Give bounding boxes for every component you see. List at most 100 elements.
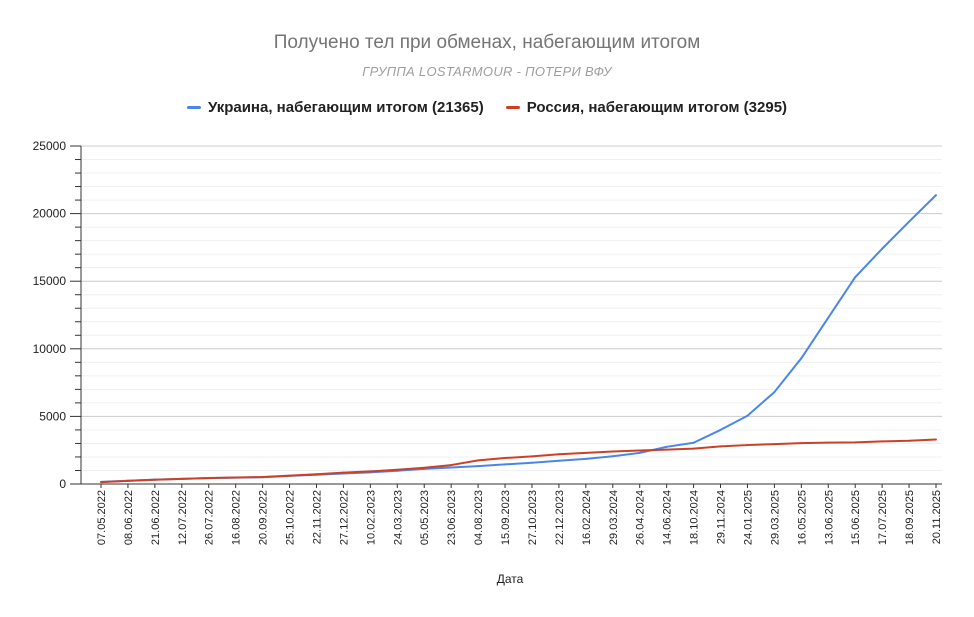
x-tick-label: 29.03.2025 xyxy=(769,490,781,545)
data-point-series-0 xyxy=(908,220,911,223)
data-point-series-0 xyxy=(584,457,587,460)
y-tick-label: 25000 xyxy=(33,139,67,153)
data-point-series-1 xyxy=(638,449,641,452)
x-tick-label: 18.10.2024 xyxy=(689,490,701,545)
data-point-series-0 xyxy=(854,276,857,279)
chart-subtitle: ГРУППА LOSTARMOUR - ПОТЕРИ ВФУ xyxy=(362,64,612,79)
data-point-series-0 xyxy=(881,247,884,250)
data-point-series-0 xyxy=(719,428,722,431)
data-point-series-0 xyxy=(665,445,668,448)
data-point-series-1 xyxy=(773,443,776,446)
x-tick-label: 18.09.2025 xyxy=(904,490,916,545)
data-point-series-1 xyxy=(935,438,937,441)
data-point-series-0 xyxy=(504,463,507,466)
x-tick-label: 04.08.2023 xyxy=(473,490,485,545)
x-tick-label: 21.06.2022 xyxy=(150,490,162,545)
data-point-series-1 xyxy=(530,455,533,458)
data-point-series-1 xyxy=(153,478,156,481)
x-tick-label: 07.05.2022 xyxy=(96,490,108,545)
data-point-series-0 xyxy=(746,414,749,417)
x-tick-label: 24.03.2023 xyxy=(392,490,404,545)
data-point-series-1 xyxy=(854,441,857,444)
x-axis-title: Дата xyxy=(497,572,524,586)
x-tick-label: 20.11.2025 xyxy=(931,490,943,544)
x-tick-label: 10.02.2023 xyxy=(365,490,377,545)
data-point-series-0 xyxy=(530,461,533,464)
x-tick-label: 26.07.2022 xyxy=(204,490,216,545)
x-tick-label: 08.06.2022 xyxy=(123,490,135,545)
x-tick-label: 22.12.2023 xyxy=(554,490,566,545)
x-tick-label: 17.07.2025 xyxy=(877,490,889,545)
x-tick-label: 15.06.2025 xyxy=(850,490,862,545)
x-tick-label: 16.02.2024 xyxy=(581,490,593,545)
data-point-series-0 xyxy=(692,441,695,444)
series-line-1 xyxy=(100,438,937,484)
legend: Украина, набегающим итогом (21365) Росси… xyxy=(0,99,974,116)
data-point-series-1 xyxy=(881,440,884,443)
x-tick-label: 29.11.2024 xyxy=(716,490,728,544)
y-tick-label: 10000 xyxy=(33,342,67,356)
data-point-series-1 xyxy=(396,468,399,471)
data-point-series-0 xyxy=(935,194,937,197)
legend-label-russia: Россия, набегающим итогом (3295) xyxy=(526,99,788,116)
data-point-series-1 xyxy=(315,473,318,476)
x-tick-label: 27.12.2022 xyxy=(338,490,350,545)
y-tick-label: 0 xyxy=(59,477,66,491)
x-tick-label: 05.05.2023 xyxy=(419,490,431,545)
legend-item-russia[interactable]: Россия, набегающим итогом (3295) xyxy=(505,99,788,116)
data-point-series-0 xyxy=(827,316,830,319)
x-tick-label: 26.04.2024 xyxy=(635,490,647,545)
data-point-series-1 xyxy=(126,479,129,482)
data-point-series-1 xyxy=(342,471,345,474)
data-point-series-1 xyxy=(665,448,668,451)
data-point-series-0 xyxy=(477,465,480,468)
legend-item-ukraine[interactable]: Украина, набегающим итогом (21365) xyxy=(186,99,484,116)
chart-title: Получено тел при обменах, набегающим ито… xyxy=(273,32,701,53)
data-point-series-1 xyxy=(719,445,722,448)
data-point-series-0 xyxy=(638,451,641,454)
legend-swatch-ukraine xyxy=(186,106,201,109)
x-tick-label: 22.11.2022 xyxy=(311,490,323,544)
data-point-series-1 xyxy=(100,481,102,484)
data-point-series-1 xyxy=(207,477,210,480)
legend-swatch-russia xyxy=(505,106,520,109)
data-point-series-0 xyxy=(800,357,803,360)
y-tick-label: 20000 xyxy=(33,207,67,221)
x-tick-label: 12.07.2022 xyxy=(177,490,189,545)
x-tick-label: 16.08.2022 xyxy=(231,490,243,545)
y-tick-label: 15000 xyxy=(33,274,67,288)
data-point-series-0 xyxy=(611,455,614,458)
y-tick-label: 5000 xyxy=(39,409,66,423)
x-tick-label: 15.09.2023 xyxy=(500,490,512,545)
data-point-series-1 xyxy=(180,477,183,480)
data-point-series-1 xyxy=(288,474,291,477)
data-point-series-1 xyxy=(611,450,614,453)
data-point-series-1 xyxy=(827,441,830,444)
data-point-series-1 xyxy=(692,447,695,450)
data-point-series-1 xyxy=(746,444,749,447)
data-point-series-1 xyxy=(504,457,507,460)
data-point-series-1 xyxy=(450,464,453,467)
x-tick-label: 29.03.2024 xyxy=(608,490,620,545)
data-point-series-1 xyxy=(557,453,560,456)
data-point-series-0 xyxy=(450,466,453,469)
x-tick-label: 13.06.2025 xyxy=(823,490,835,545)
data-point-series-1 xyxy=(234,476,237,479)
x-tick-label: 27.10.2023 xyxy=(527,490,539,545)
series-line-0 xyxy=(100,194,937,483)
data-point-series-1 xyxy=(800,442,803,445)
data-point-series-1 xyxy=(261,475,264,478)
data-point-series-0 xyxy=(557,459,560,462)
data-point-series-1 xyxy=(908,439,911,442)
data-point-series-1 xyxy=(584,451,587,454)
x-tick-label: 24.01.2025 xyxy=(742,490,754,545)
data-point-series-0 xyxy=(773,391,776,394)
legend-label-ukraine: Украина, набегающим итогом (21365) xyxy=(207,99,484,116)
x-tick-label: 25.10.2022 xyxy=(285,490,297,545)
data-point-series-1 xyxy=(477,459,480,462)
data-point-series-1 xyxy=(369,470,372,473)
x-tick-label: 14.06.2024 xyxy=(662,490,674,545)
data-point-series-1 xyxy=(423,466,426,469)
x-tick-label: 16.05.2025 xyxy=(796,490,808,545)
